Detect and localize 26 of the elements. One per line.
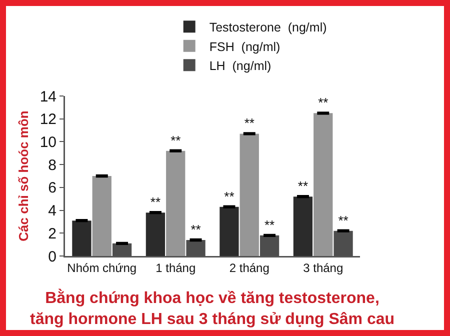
text: Bằng chứng khoa học về tăng testosterone, tăng hormone LH sau 3 tháng sử dụng Sâm cau — [30, 288, 395, 328]
legend-label: Testosterone (ng/ml) — [209, 20, 327, 34]
data-label: ** — [338, 212, 348, 228]
y-tick-label: 2 — [48, 225, 56, 242]
x-tick-label: Nhóm chứng — [67, 260, 137, 275]
y-axis-title: Các chỉ số hoóc môn — [16, 110, 32, 242]
data-label: ** — [170, 132, 181, 148]
y-tick-label: 14 — [40, 88, 56, 106]
data-label: ** — [298, 178, 308, 194]
data-label: ** — [150, 194, 161, 210]
legend-label: LH (ng/ml) — [209, 59, 272, 73]
y-tick-label: 6 — [48, 180, 56, 197]
y-tick-label: 4 — [48, 202, 56, 220]
data-label: ** — [224, 188, 234, 204]
data-label: ** — [244, 116, 254, 131]
x-tick-label: 3 tháng — [303, 260, 344, 275]
y-tick-label: 10 — [40, 134, 56, 151]
y-tick-label: 8 — [48, 156, 56, 174]
data-label: ** — [318, 95, 328, 110]
y-tick-label: 0 — [48, 248, 56, 266]
data-label: ** — [190, 222, 201, 237]
legend-label: FSH (ng/ml) — [209, 40, 280, 54]
x-tick-label: 2 tháng — [229, 260, 270, 275]
y-tick-label: 12 — [40, 111, 56, 128]
data-label: ** — [264, 217, 275, 232]
x-tick-label: 1 tháng — [156, 260, 196, 275]
